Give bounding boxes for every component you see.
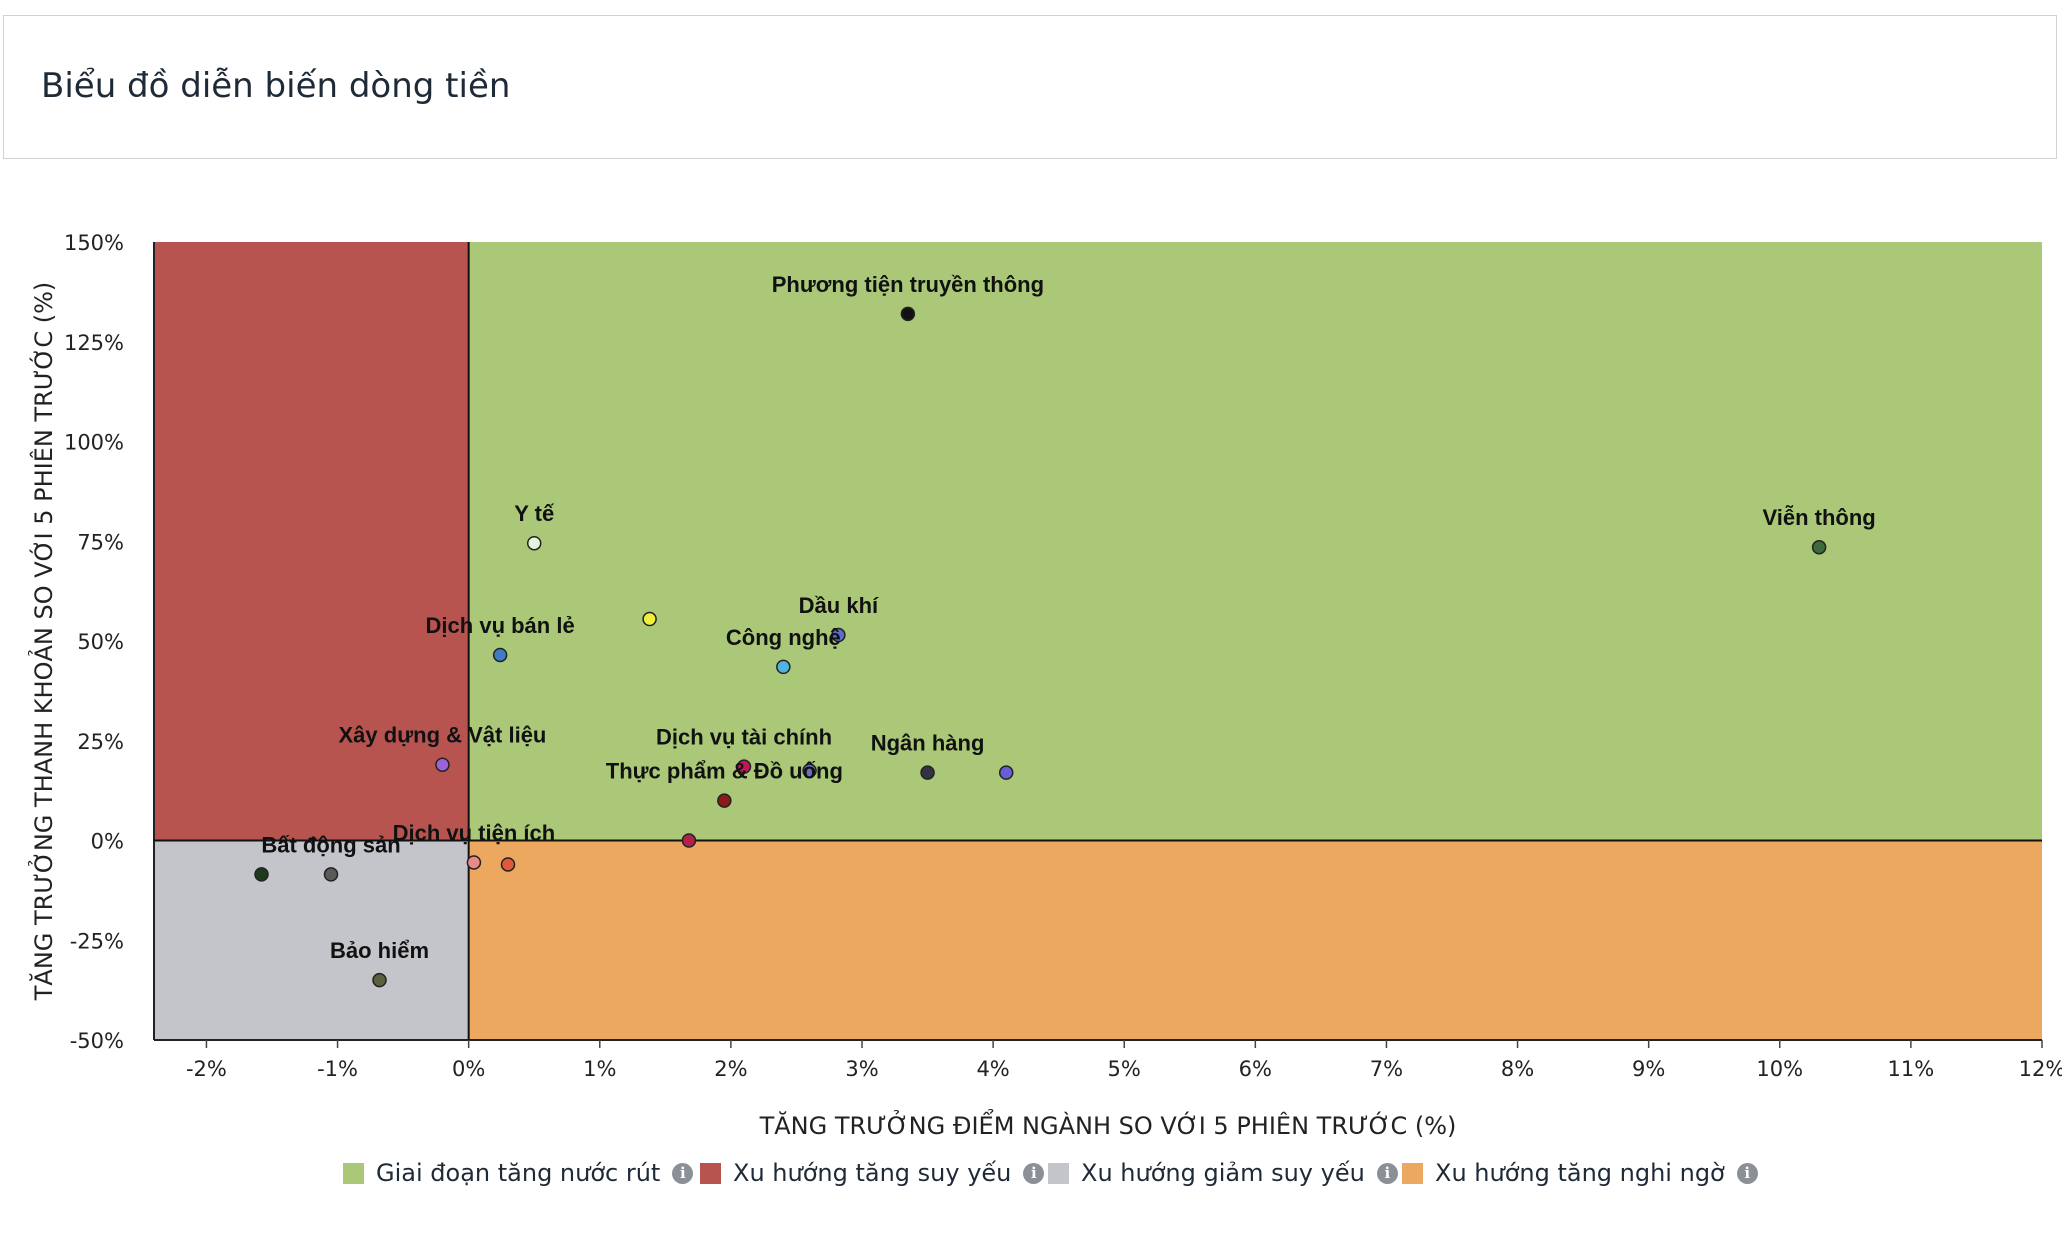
quadrant-acceleration: [468, 242, 2043, 841]
legend-item-doubtful-uptrend[interactable]: Xu hướng tăng nghi ngờ i: [1402, 1155, 1758, 1191]
x-axis-title: TĂNG TRƯỞNG ĐIỂM NGÀNH SO VỚI 5 PHIÊN TR…: [759, 1108, 1457, 1140]
info-icon[interactable]: i: [1023, 1162, 1045, 1184]
y-tick-label: 50%: [77, 630, 124, 654]
data-point: [492, 647, 508, 663]
x-tick-label: -1%: [317, 1057, 358, 1081]
data-point-label: Dịch vụ tiện ích: [393, 820, 556, 845]
data-point: [717, 793, 732, 808]
legend-label: Xu hướng tăng suy yếu: [733, 1159, 1012, 1187]
data-point: [920, 765, 935, 780]
x-tick-label: 6%: [1239, 1057, 1272, 1081]
data-point: [998, 765, 1014, 780]
data-point: [372, 972, 387, 988]
x-tick-label: 3%: [845, 1057, 878, 1081]
chart-legend: Giai đoạn tăng nước rút i Xu hướng tăng …: [0, 1155, 2062, 1195]
data-point: [642, 611, 657, 627]
legend-swatch: [1402, 1162, 1423, 1184]
legend-label: Xu hướng giảm suy yếu: [1081, 1159, 1365, 1187]
y-tick-label: 125%: [64, 331, 124, 355]
info-icon[interactable]: i: [1736, 1162, 1758, 1184]
page-title: Biểu đồ diễn biến dòng tiền: [41, 66, 511, 106]
data-point: [500, 857, 516, 872]
data-point-label: Bất động sản: [261, 832, 400, 857]
x-tick-label: 1%: [583, 1057, 616, 1081]
y-tick-label: 75%: [77, 530, 124, 554]
x-tick-label: 11%: [1888, 1057, 1935, 1081]
quadrant-weakening-downtrend: [154, 840, 469, 1040]
y-axis-title: TĂNG TRƯỞNG THANH KHOẢN SO VỚI 5 PHIÊN T…: [27, 282, 58, 1002]
legend-item-weakening-downtrend[interactable]: Xu hướng giảm suy yếu i: [1048, 1155, 1398, 1191]
quadrant-doubtful-uptrend: [468, 840, 2043, 1040]
data-point: [831, 627, 846, 643]
data-point: [435, 757, 450, 772]
quadrant-weakening-uptrend: [154, 242, 469, 841]
legend-swatch: [343, 1162, 364, 1184]
y-tick-label: -25%: [70, 929, 124, 953]
data-point-label: Y tế: [514, 501, 555, 526]
legend-swatch: [700, 1162, 721, 1184]
data-point: [1811, 539, 1827, 555]
x-tick-label: 9%: [1632, 1057, 1665, 1081]
x-tick-label: 8%: [1501, 1057, 1534, 1081]
data-point: [526, 535, 542, 551]
data-point: [681, 833, 697, 848]
data-point-label: Xây dựng & Vật liệu: [339, 723, 547, 748]
data-point-label: Viễn thông: [1762, 505, 1875, 530]
data-point: [736, 759, 752, 774]
legend-swatch: [1048, 1162, 1069, 1184]
data-point-label: Dịch vụ tài chính: [656, 725, 832, 750]
data-point: [802, 763, 817, 778]
legend-label: Giai đoạn tăng nước rút: [376, 1159, 661, 1187]
data-point: [900, 306, 916, 322]
y-tick-label: 0%: [91, 830, 124, 854]
legend-item-acceleration[interactable]: Giai đoạn tăng nước rút i: [343, 1155, 694, 1191]
y-tick-label: -50%: [70, 1029, 124, 1053]
x-tick-label: 12%: [2019, 1057, 2062, 1081]
x-tick-label: 0%: [452, 1057, 485, 1081]
data-point-label: Phương tiện truyền thông: [772, 272, 1044, 297]
data-point-label: Thực phẩm & Đồ uống: [606, 759, 843, 784]
data-point: [776, 659, 791, 675]
x-tick-label: 5%: [1108, 1057, 1141, 1081]
x-tick-label: 7%: [1370, 1057, 1403, 1081]
data-point: [323, 867, 339, 882]
chart-header: Biểu đồ diễn biến dòng tiền: [3, 15, 2057, 159]
data-point-label: Công nghệ: [726, 625, 841, 650]
info-icon[interactable]: i: [1376, 1162, 1398, 1184]
data-point-label: Ngân hàng: [871, 731, 985, 756]
data-point: [254, 867, 269, 882]
x-tick-label: -2%: [186, 1057, 227, 1081]
x-tick-label: 2%: [714, 1057, 747, 1081]
y-tick-label: 150%: [64, 231, 124, 255]
legend-label: Xu hướng tăng nghi ngờ: [1435, 1159, 1725, 1187]
data-point-label: Bảo hiểm: [330, 938, 429, 963]
data-point-label: Dịch vụ bán lẻ: [426, 613, 575, 638]
legend-item-weakening-uptrend[interactable]: Xu hướng tăng suy yếu i: [700, 1155, 1045, 1191]
x-tick-label: 4%: [976, 1057, 1009, 1081]
y-tick-label: 25%: [77, 730, 124, 754]
data-point-label: Dầu khí: [799, 593, 879, 618]
cashflow-scatter-chart: -50% -25% 0% 25% 50% 75% 100% 125% 150% -2% -1% 0% 1…: [27, 231, 2062, 1140]
data-point: [466, 855, 482, 870]
y-tick-label: 100%: [64, 431, 124, 455]
x-tick-label: 10%: [1756, 1057, 1803, 1081]
info-icon[interactable]: i: [672, 1162, 694, 1184]
